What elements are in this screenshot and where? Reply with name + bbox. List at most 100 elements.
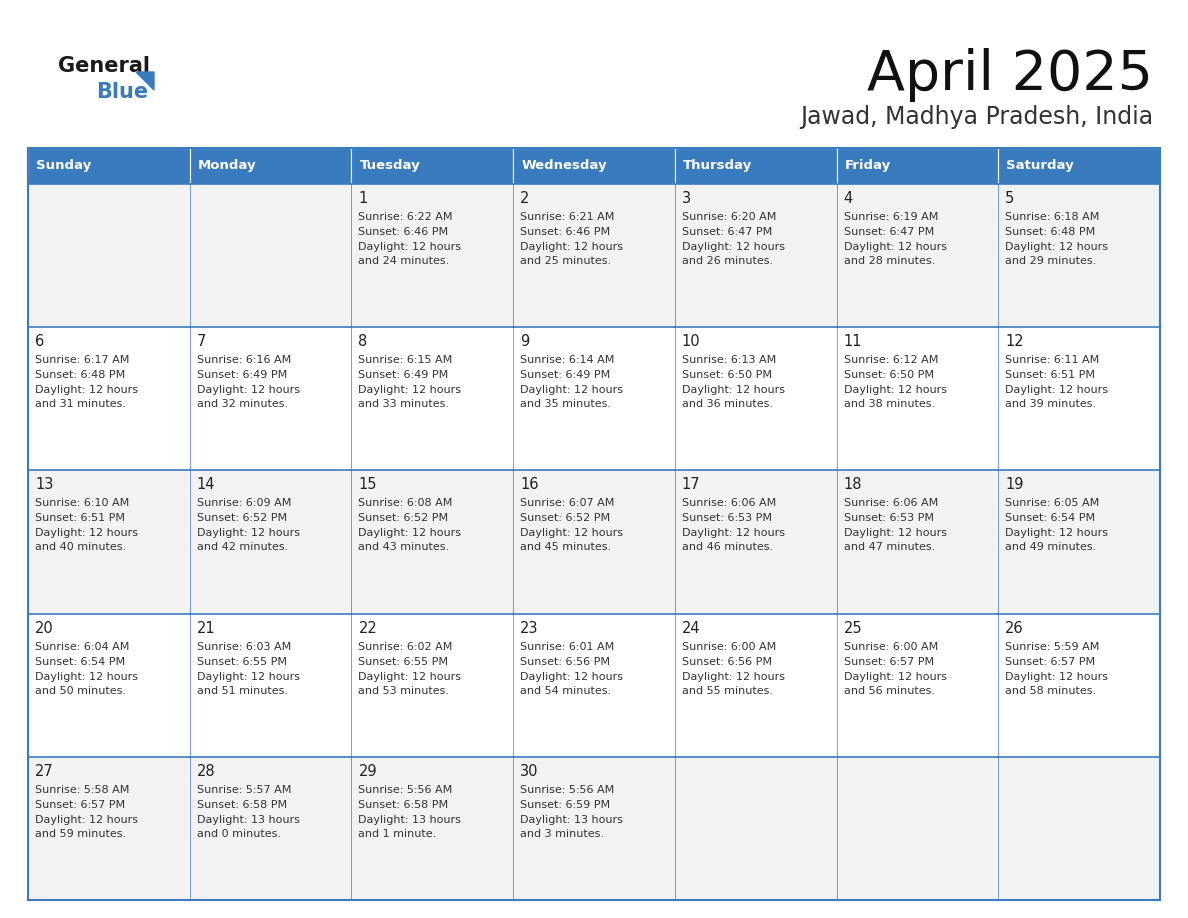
Bar: [998, 184, 1159, 327]
Text: Sunrise: 6:00 AM: Sunrise: 6:00 AM: [682, 642, 776, 652]
Text: Sunrise: 6:07 AM: Sunrise: 6:07 AM: [520, 498, 614, 509]
Text: 1: 1: [359, 191, 367, 206]
Bar: [998, 756, 1159, 900]
Text: Daylight: 12 hours: Daylight: 12 hours: [359, 242, 461, 252]
Text: 3: 3: [682, 191, 691, 206]
Text: April 2025: April 2025: [867, 48, 1154, 102]
Text: Sunset: 6:58 PM: Sunset: 6:58 PM: [359, 800, 449, 810]
Text: Sunset: 6:53 PM: Sunset: 6:53 PM: [843, 513, 934, 523]
Text: and 1 minute.: and 1 minute.: [359, 829, 437, 839]
Text: Sunset: 6:52 PM: Sunset: 6:52 PM: [359, 513, 449, 523]
Text: Daylight: 12 hours: Daylight: 12 hours: [682, 672, 785, 681]
Text: Sunset: 6:52 PM: Sunset: 6:52 PM: [197, 513, 286, 523]
Bar: [352, 327, 513, 470]
Text: Sunset: 6:49 PM: Sunset: 6:49 PM: [359, 370, 449, 380]
Text: and 56 minutes.: and 56 minutes.: [843, 686, 935, 696]
Text: 22: 22: [359, 621, 377, 635]
Text: Sunset: 6:54 PM: Sunset: 6:54 PM: [34, 656, 125, 666]
Bar: [352, 756, 513, 900]
Bar: [836, 184, 998, 327]
Text: and 26 minutes.: and 26 minutes.: [682, 256, 773, 266]
Text: and 28 minutes.: and 28 minutes.: [843, 256, 935, 266]
Text: Daylight: 12 hours: Daylight: 12 hours: [34, 815, 138, 824]
Text: Daylight: 12 hours: Daylight: 12 hours: [34, 386, 138, 396]
Text: and 42 minutes.: and 42 minutes.: [197, 543, 287, 553]
Text: Sunset: 6:54 PM: Sunset: 6:54 PM: [1005, 513, 1095, 523]
Bar: [29, 470, 190, 613]
Text: and 35 minutes.: and 35 minutes.: [520, 399, 611, 409]
Text: 30: 30: [520, 764, 538, 778]
Text: Daylight: 12 hours: Daylight: 12 hours: [843, 242, 947, 252]
Text: Daylight: 12 hours: Daylight: 12 hours: [843, 529, 947, 538]
Text: 17: 17: [682, 477, 701, 492]
Text: and 50 minutes.: and 50 minutes.: [34, 686, 126, 696]
Text: Daylight: 12 hours: Daylight: 12 hours: [359, 672, 461, 681]
Text: Sunrise: 6:13 AM: Sunrise: 6:13 AM: [682, 355, 776, 365]
Bar: [29, 613, 190, 756]
Text: 28: 28: [197, 764, 215, 778]
Text: Sunrise: 6:03 AM: Sunrise: 6:03 AM: [197, 642, 291, 652]
Text: Sunset: 6:47 PM: Sunset: 6:47 PM: [843, 227, 934, 237]
Text: 16: 16: [520, 477, 538, 492]
Text: Sunrise: 5:59 AM: Sunrise: 5:59 AM: [1005, 642, 1100, 652]
Text: Sunrise: 6:01 AM: Sunrise: 6:01 AM: [520, 642, 614, 652]
Bar: [190, 613, 352, 756]
Text: Sunrise: 6:11 AM: Sunrise: 6:11 AM: [1005, 355, 1100, 365]
Text: 18: 18: [843, 477, 862, 492]
Text: and 29 minutes.: and 29 minutes.: [1005, 256, 1097, 266]
Text: Daylight: 12 hours: Daylight: 12 hours: [1005, 386, 1108, 396]
Text: Sunrise: 6:00 AM: Sunrise: 6:00 AM: [843, 642, 937, 652]
Text: Daylight: 12 hours: Daylight: 12 hours: [520, 386, 624, 396]
Text: 6: 6: [34, 334, 44, 349]
Text: Sunset: 6:49 PM: Sunset: 6:49 PM: [197, 370, 287, 380]
Bar: [513, 613, 675, 756]
Text: 23: 23: [520, 621, 538, 635]
Bar: [513, 470, 675, 613]
Text: and 47 minutes.: and 47 minutes.: [843, 543, 935, 553]
Text: and 43 minutes.: and 43 minutes.: [359, 543, 449, 553]
Bar: [998, 148, 1159, 184]
Text: Daylight: 12 hours: Daylight: 12 hours: [682, 529, 785, 538]
Text: Sunrise: 6:14 AM: Sunrise: 6:14 AM: [520, 355, 614, 365]
Bar: [29, 148, 1159, 900]
Bar: [190, 470, 352, 613]
Text: and 0 minutes.: and 0 minutes.: [197, 829, 280, 839]
Text: and 58 minutes.: and 58 minutes.: [1005, 686, 1097, 696]
Text: Thursday: Thursday: [683, 160, 752, 173]
Text: 5: 5: [1005, 191, 1015, 206]
Text: and 51 minutes.: and 51 minutes.: [197, 686, 287, 696]
Text: Daylight: 12 hours: Daylight: 12 hours: [197, 529, 299, 538]
Text: 29: 29: [359, 764, 377, 778]
Bar: [352, 470, 513, 613]
Text: and 32 minutes.: and 32 minutes.: [197, 399, 287, 409]
Text: Sunset: 6:57 PM: Sunset: 6:57 PM: [34, 800, 125, 810]
Text: 8: 8: [359, 334, 367, 349]
Text: Jawad, Madhya Pradesh, India: Jawad, Madhya Pradesh, India: [800, 105, 1154, 129]
Bar: [513, 756, 675, 900]
Text: and 49 minutes.: and 49 minutes.: [1005, 543, 1097, 553]
Bar: [29, 184, 190, 327]
Text: Sunset: 6:50 PM: Sunset: 6:50 PM: [843, 370, 934, 380]
Bar: [836, 148, 998, 184]
Text: Daylight: 12 hours: Daylight: 12 hours: [682, 386, 785, 396]
Text: Sunrise: 6:19 AM: Sunrise: 6:19 AM: [843, 212, 939, 222]
Text: and 54 minutes.: and 54 minutes.: [520, 686, 612, 696]
Text: Sunset: 6:48 PM: Sunset: 6:48 PM: [1005, 227, 1095, 237]
Bar: [352, 148, 513, 184]
Text: Sunset: 6:50 PM: Sunset: 6:50 PM: [682, 370, 772, 380]
Text: Daylight: 12 hours: Daylight: 12 hours: [520, 672, 624, 681]
Text: Wednesday: Wednesday: [522, 160, 607, 173]
Text: Sunrise: 5:56 AM: Sunrise: 5:56 AM: [359, 785, 453, 795]
Text: Sunset: 6:53 PM: Sunset: 6:53 PM: [682, 513, 772, 523]
Bar: [836, 756, 998, 900]
Text: and 25 minutes.: and 25 minutes.: [520, 256, 612, 266]
Text: Sunset: 6:52 PM: Sunset: 6:52 PM: [520, 513, 611, 523]
Text: Sunrise: 6:20 AM: Sunrise: 6:20 AM: [682, 212, 776, 222]
Bar: [675, 184, 836, 327]
Text: Sunset: 6:56 PM: Sunset: 6:56 PM: [682, 656, 772, 666]
Text: Sunrise: 6:06 AM: Sunrise: 6:06 AM: [843, 498, 937, 509]
Bar: [675, 470, 836, 613]
Text: Blue: Blue: [96, 82, 148, 102]
Text: Sunset: 6:59 PM: Sunset: 6:59 PM: [520, 800, 611, 810]
Text: Sunset: 6:57 PM: Sunset: 6:57 PM: [1005, 656, 1095, 666]
